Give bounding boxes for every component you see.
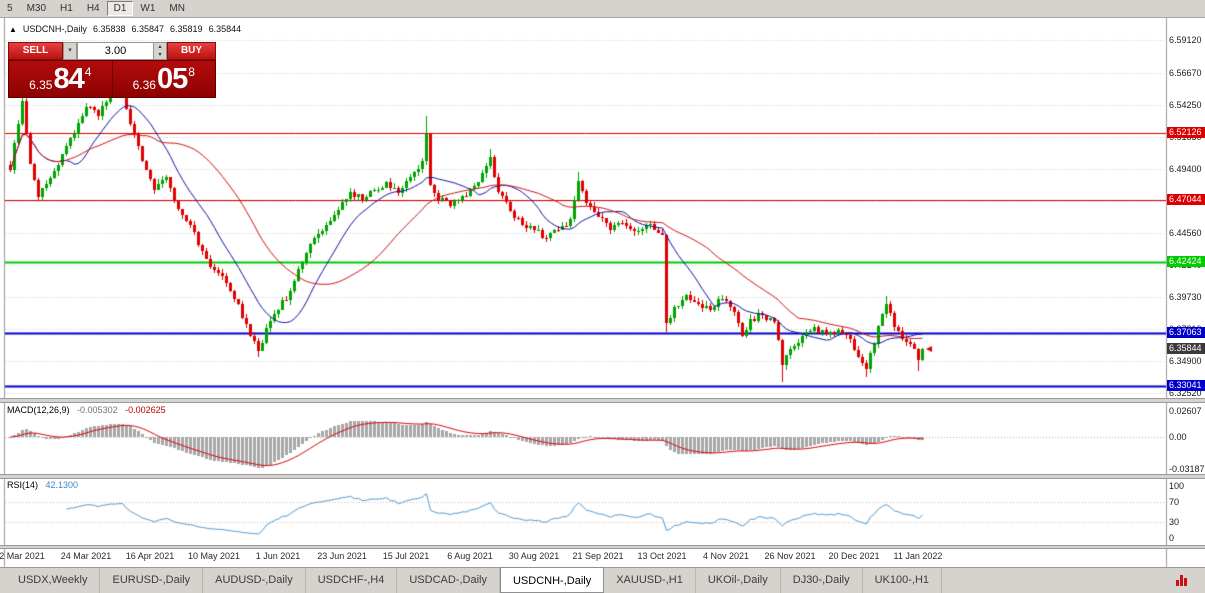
buy-price-big: 05 [156, 63, 188, 95]
ohlc-high: 6.35847 [131, 24, 165, 34]
sell-price-prefix: 6.35 [29, 78, 53, 92]
volume-dropdown-icon[interactable]: ▾ [63, 42, 77, 60]
sell-price-sup: 4 [84, 65, 92, 79]
volume-field-wrap: 3.00 ▴ ▾ [77, 42, 167, 60]
buy-button[interactable]: BUY [167, 42, 216, 60]
date-axis-label: 20 Dec 2021 [828, 551, 880, 561]
timeframe-d1[interactable]: D1 [106, 1, 134, 16]
sell-button[interactable]: SELL [8, 42, 63, 60]
timeframe-toolbar: 5 M30 H1 H4 D1 W1 MN [0, 0, 1205, 18]
price-axis-tick: 6.39730 [1169, 292, 1202, 303]
macd-axis-tick: 0.00 [1169, 432, 1187, 442]
price-axis-tick: 6.32520 [1169, 387, 1202, 398]
price-axis-tick: 6.34900 [1169, 356, 1202, 367]
date-axis-label: 21 Sep 2021 [572, 551, 624, 561]
price-axis-tick: 6.56670 [1169, 67, 1202, 78]
ohlc-low: 6.35819 [170, 24, 203, 34]
date-axis-label: 2 Mar 2021 [0, 551, 45, 561]
buy-price-display[interactable]: 6.36 05 8 [112, 61, 215, 97]
volume-spinner[interactable]: ▴ ▾ [153, 43, 166, 59]
macd-signal-value: -0.002625 [125, 405, 166, 415]
price-axis-tick: 6.44560 [1169, 228, 1202, 239]
price-axis-tick: 6.54250 [1169, 99, 1202, 110]
date-axis-label: 23 Jun 2021 [317, 551, 367, 561]
ohlc-close: 6.35844 [208, 24, 242, 34]
price-level-tag: 6.37063 [1167, 326, 1205, 338]
tab-dj30-daily[interactable]: DJ30-,Daily [781, 568, 863, 593]
date-axis-label: 10 May 2021 [187, 551, 241, 561]
timeframe-m30[interactable]: M30 [26, 3, 47, 14]
rsi-value: 42.1300 [45, 480, 79, 490]
tab-usdcad-daily[interactable]: USDCAD-,Daily [397, 568, 500, 593]
price-level-tag: 6.47044 [1167, 194, 1205, 206]
price-level-tag: 6.42424 [1167, 255, 1205, 267]
date-axis-label: 1 Jun 2021 [255, 551, 301, 561]
macd-indicator-label: MACD(12,26,9) -0.005302 -0.002625 [7, 405, 166, 415]
price-level-tag: 6.33041 [1167, 380, 1205, 392]
tab-audusd-daily[interactable]: AUDUSD-,Daily [203, 568, 306, 593]
timeframe-h4[interactable]: H4 [86, 3, 100, 14]
date-axis-label: 6 Aug 2021 [447, 551, 493, 561]
tab-usdchf-h4[interactable]: USDCHF-,H4 [306, 568, 398, 593]
chart-icon[interactable] [1176, 573, 1191, 586]
chart-ohlc-readout: ▲ USDCNH-,Daily 6.35838 6.35847 6.35819 … [9, 24, 241, 34]
spinner-down-icon[interactable]: ▾ [158, 52, 162, 58]
date-axis-label: 26 Nov 2021 [764, 551, 816, 561]
sell-price-big: 84 [53, 63, 84, 95]
volume-input[interactable]: 3.00 [104, 45, 127, 57]
one-click-toggle-icon[interactable]: ▲ [9, 24, 17, 34]
panel-separator[interactable] [0, 398, 1205, 403]
date-axis-label: 15 Jul 2021 [382, 551, 430, 561]
buy-price-sup: 8 [188, 65, 195, 79]
macd-name: MACD(12,26,9) [7, 405, 70, 415]
tab-usdcnh-daily[interactable]: USDCNH-,Daily [499, 567, 605, 593]
price-axis-tick: 6.59120 [1169, 35, 1202, 45]
buy-price-prefix: 6.36 [132, 78, 156, 92]
panel-separator[interactable] [0, 545, 1205, 549]
rsi-axis-tick: 30 [1169, 517, 1180, 528]
tab-usdx-weekly[interactable]: USDX,Weekly [6, 568, 101, 593]
timeframe-mn[interactable]: MN [169, 3, 185, 14]
rsi-axis-tick: 70 [1169, 496, 1180, 507]
rsi-axis-tick: 100 [1169, 481, 1185, 491]
timeframe-w1[interactable]: W1 [140, 3, 156, 14]
panel-separator[interactable] [0, 474, 1205, 479]
macd-axis-tick: 0.02607 [1169, 405, 1202, 416]
rsi-axis-tick: 0 [1169, 533, 1175, 543]
tab-eurusd-daily[interactable]: EURUSD-,Daily [100, 568, 204, 593]
date-axis-label: 11 Jan 2022 [893, 551, 943, 561]
tab-ukoil-daily[interactable]: UKOil-,Daily [696, 568, 781, 593]
one-click-trading-panel: SELL ▾ 3.00 ▴ ▾ BUY 6.35 84 4 6.36 05 8 [8, 42, 216, 98]
macd-axis-tick: -0.03187 [1169, 463, 1205, 474]
ohlc-open: 6.35838 [92, 24, 126, 34]
tab-uk100-h1[interactable]: UK100-,H1 [863, 568, 943, 593]
timeframe-h1[interactable]: H1 [60, 3, 73, 14]
date-axis-label: 16 Apr 2021 [125, 551, 175, 561]
current-price-tag: 6.35844 [1167, 342, 1205, 354]
price-axis-tick: 6.49400 [1169, 163, 1202, 174]
chart-symbol-period: USDCNH-,Daily [22, 24, 87, 34]
sell-price-display[interactable]: 6.35 84 4 [9, 61, 113, 97]
tab-xauusd-h1[interactable]: XAUUSD-,H1 [604, 568, 696, 593]
macd-main-value: -0.005302 [77, 405, 118, 415]
price-level-tag: 6.52126 [1167, 126, 1205, 138]
date-axis-label: 13 Oct 2021 [637, 551, 687, 561]
date-axis-label: 30 Aug 2021 [508, 551, 560, 561]
date-axis-label: 24 Mar 2021 [60, 551, 112, 561]
spinner-up-icon[interactable]: ▴ [158, 44, 162, 50]
chart-tabbar: USDX,Weekly EURUSD-,Daily AUDUSD-,Daily USD… [0, 567, 1205, 593]
date-axis-label: 4 Nov 2021 [702, 551, 750, 561]
timeframe-5[interactable]: 5 [7, 3, 13, 14]
rsi-indicator-label: RSI(14) 42.1300 [7, 480, 78, 490]
rsi-name: RSI(14) [7, 480, 39, 490]
